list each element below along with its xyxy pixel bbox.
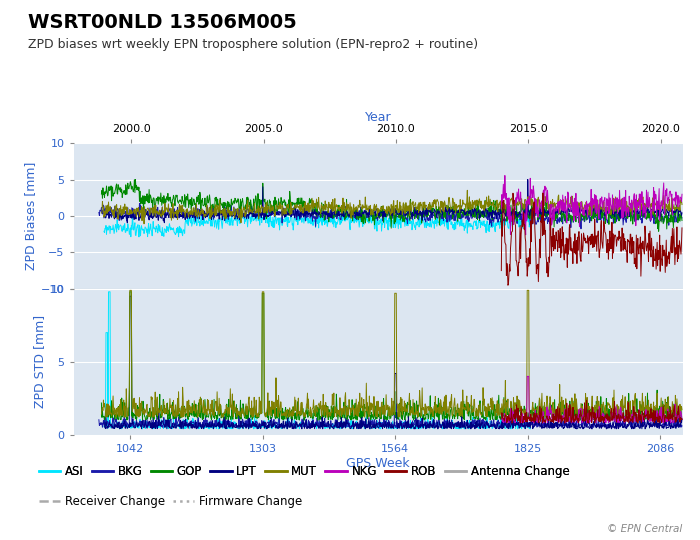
Text: ZPD biases wrt weekly EPN troposphere solution (EPN-repro2 + routine): ZPD biases wrt weekly EPN troposphere so… xyxy=(28,38,478,51)
Text: © EPN Central: © EPN Central xyxy=(608,523,682,534)
Legend: ASI, BKG, GOP, LPT, MUT, NKG, ROB, Antenna Change: ASI, BKG, GOP, LPT, MUT, NKG, ROB, Anten… xyxy=(34,461,574,483)
Y-axis label: ZPD STD [mm]: ZPD STD [mm] xyxy=(34,315,46,408)
X-axis label: Year: Year xyxy=(365,111,391,124)
Legend: Receiver Change, Firmware Change: Receiver Change, Firmware Change xyxy=(34,490,307,512)
Text: WSRT00NLD 13506M005: WSRT00NLD 13506M005 xyxy=(28,14,297,32)
Y-axis label: ZPD Biases [mm]: ZPD Biases [mm] xyxy=(24,162,37,270)
X-axis label: GPS Week: GPS Week xyxy=(346,456,410,469)
